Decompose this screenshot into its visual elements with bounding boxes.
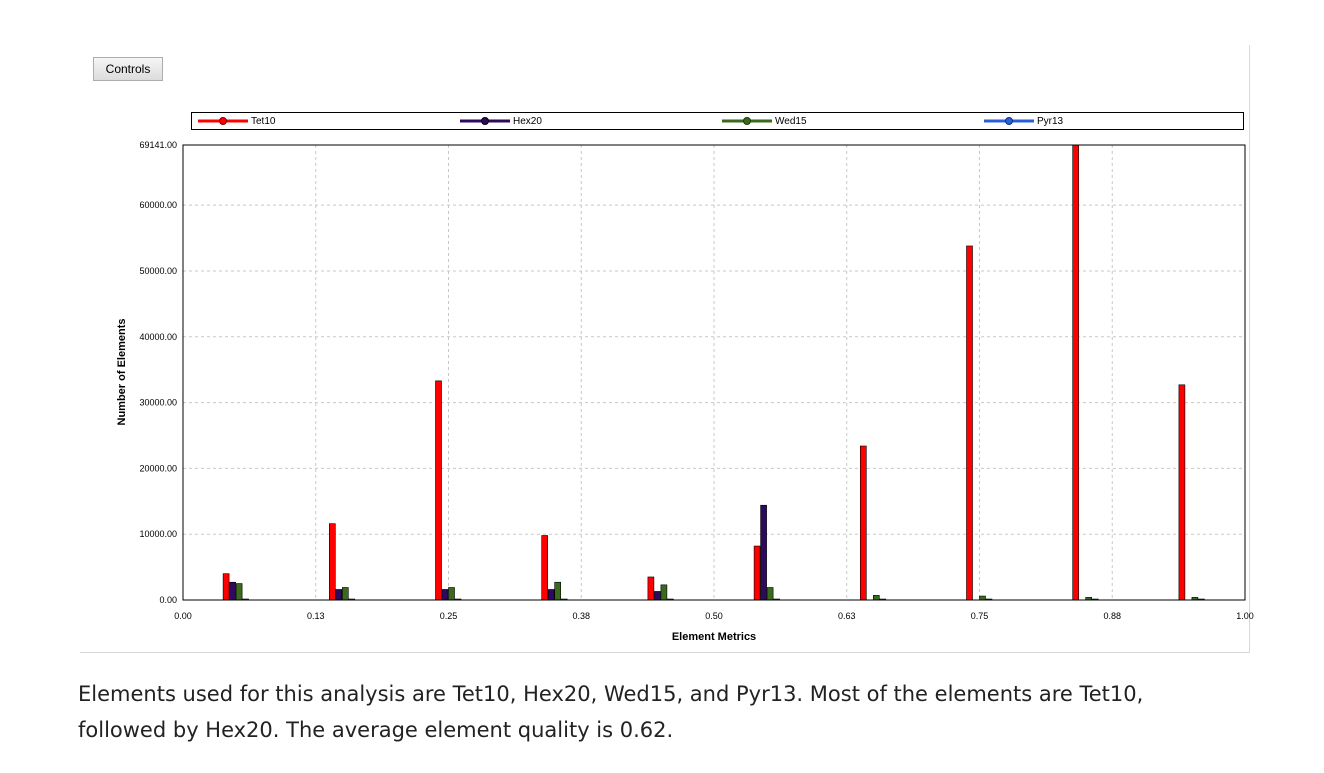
- caption-text: Elements used for this analysis are Tet1…: [78, 676, 1278, 748]
- legend-label-hex20: Hex20: [513, 115, 542, 127]
- legend-item-pyr13: Pyr13: [984, 113, 1063, 129]
- controls-button[interactable]: Controls: [93, 57, 163, 81]
- legend-item-tet10: Tet10: [198, 113, 275, 129]
- legend-label-wed15: Wed15: [775, 115, 807, 127]
- legend-marker-tet10: [198, 117, 248, 125]
- legend-marker-hex20: [460, 117, 510, 125]
- legend-label-tet10: Tet10: [251, 115, 276, 127]
- chart-legend: Tet10 Hex20 Wed15 Pyr13: [191, 112, 1244, 130]
- legend-item-wed15: Wed15: [722, 113, 807, 129]
- chart-panel: [80, 45, 1250, 653]
- legend-item-hex20: Hex20: [460, 113, 542, 129]
- legend-label-pyr13: Pyr13: [1037, 115, 1064, 127]
- caption-line-2: followed by Hex20. The average element q…: [78, 718, 674, 742]
- legend-marker-wed15: [722, 117, 772, 125]
- caption-line-1: Elements used for this analysis are Tet1…: [78, 682, 1144, 706]
- legend-marker-pyr13: [984, 117, 1034, 125]
